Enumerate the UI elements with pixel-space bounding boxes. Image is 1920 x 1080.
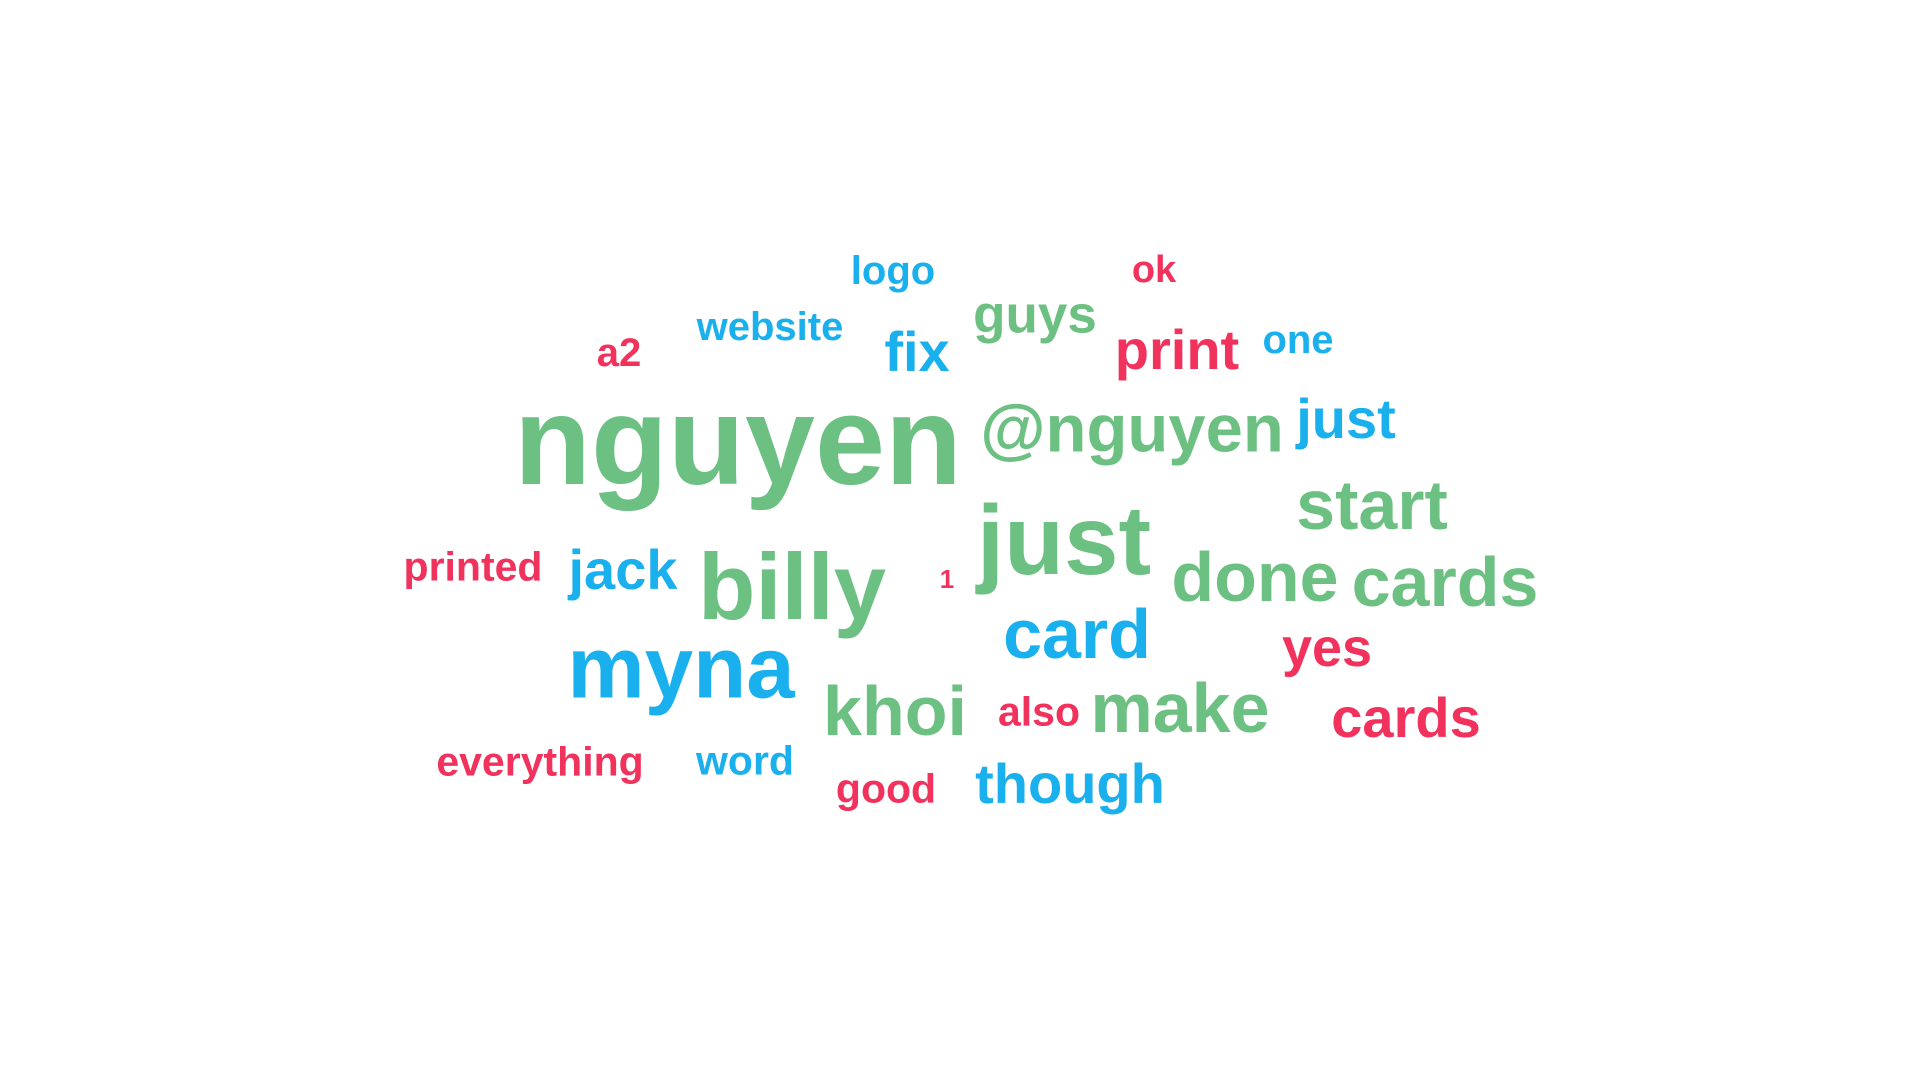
word-one-digit: 1 (939, 564, 955, 594)
word-myna: myna (567, 619, 795, 717)
word-everything: everything (436, 738, 644, 785)
word-ok: ok (1131, 249, 1177, 291)
word-word: word (696, 737, 794, 784)
word-guys: guys (973, 285, 1097, 345)
word-website: website (696, 305, 844, 349)
word-printed: printed (403, 543, 543, 590)
word-done: done (1171, 538, 1339, 616)
word-fix: fix (884, 320, 950, 383)
word-card: card (1003, 595, 1151, 673)
word-a2: a2 (596, 331, 642, 375)
word-start: start (1296, 466, 1448, 544)
word-also: also (997, 688, 1081, 735)
word-though: though (975, 752, 1165, 815)
word-make: make (1090, 669, 1270, 747)
word-yes: yes (1281, 618, 1373, 678)
word-just-big: just (976, 485, 1152, 595)
word-one: one (1262, 318, 1334, 362)
word-good: good (835, 765, 937, 812)
word-cards-green: cards (1351, 543, 1539, 621)
word-jack: jack (568, 538, 678, 601)
word-khoi: khoi (823, 672, 967, 750)
word-billy: billy (697, 534, 887, 639)
word-cards-red: cards (1331, 686, 1481, 749)
word-logo: logo (850, 249, 936, 293)
word-at-nguyen: @nguyen (980, 391, 1284, 467)
word-print: print (1114, 318, 1240, 381)
word-nguyen: nguyen (513, 370, 963, 511)
word-just-small: just (1296, 387, 1396, 450)
